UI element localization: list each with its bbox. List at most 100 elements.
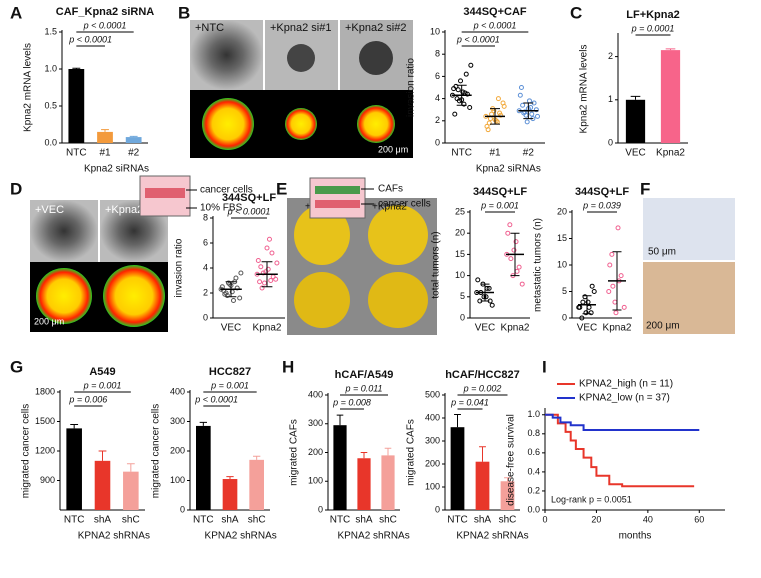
sd-bar [523, 102, 534, 120]
point [489, 302, 495, 308]
point [621, 304, 627, 310]
point [265, 266, 271, 272]
p-value: p = 0.039 [582, 200, 621, 210]
chart-title: HCC827 [209, 366, 251, 378]
y-tick-label: 2 [203, 287, 208, 297]
panel-g-schematic: cancer cells 10% FBS [139, 175, 253, 217]
point [526, 98, 532, 104]
x-axis-label: KPNA2 shRNAs [205, 531, 277, 542]
error-bar [226, 476, 234, 480]
point [223, 290, 229, 296]
error-bar [70, 423, 79, 429]
p-value: p < 0.0001 [68, 34, 112, 44]
y-tick-label: 0.4 [527, 466, 540, 476]
schematic-label: cancer cells [200, 185, 253, 196]
x-tick-label: #2 [128, 148, 140, 159]
point [489, 111, 495, 117]
error-bar [199, 421, 207, 426]
point [518, 85, 524, 90]
point [533, 107, 539, 113]
y-tick-label: 1500 [35, 416, 55, 426]
point [610, 283, 616, 289]
y-tick-label: 1.0 [44, 63, 57, 73]
y-tick-label: 300 [308, 418, 323, 428]
point [262, 280, 268, 286]
p-value: p < 0.0001 [473, 20, 517, 30]
y-axis-label: total tumors (n) [431, 231, 442, 298]
legend-label: KPNA2_high (n = 11) [579, 379, 673, 390]
y-tick-label: 0.8 [527, 428, 540, 438]
point [238, 270, 244, 276]
image-label: +NTC [195, 22, 224, 34]
point [535, 113, 540, 119]
y-tick-label: 0.6 [527, 447, 540, 457]
image-label: +VEC [35, 204, 64, 216]
image-label: +Kpna2 si#2 [345, 22, 406, 34]
bar [94, 460, 111, 510]
y-tick-label: 2 [435, 115, 440, 125]
point [513, 239, 519, 245]
y-tick-label: 15 [455, 249, 465, 259]
point [268, 278, 274, 283]
point [230, 298, 236, 303]
y-axis-label: migrated cancer cells [151, 404, 162, 498]
y-tick-label: 0 [203, 312, 208, 322]
sd-bar [510, 232, 520, 277]
point [266, 236, 272, 242]
y-axis-label: migrated cancer cells [21, 404, 32, 498]
panel-e-images: +VEC +Kpna2 [287, 198, 437, 335]
y-tick-label: 1200 [35, 445, 55, 455]
panel-h-schematic: CAFs cancer cells [309, 177, 431, 219]
bar [357, 458, 371, 510]
y-tick-label: 400 [308, 389, 323, 399]
point [609, 251, 615, 257]
chart-title: 344SQ+CAF [463, 6, 527, 18]
chart-title: 344SQ+LF [575, 186, 629, 198]
y-tick-label: 200 [170, 445, 185, 455]
error-bar [72, 67, 81, 69]
point [580, 299, 586, 305]
spheroid [357, 105, 395, 143]
x-tick-label: NTC [451, 148, 472, 159]
point [264, 245, 270, 251]
x-axis-label: Kpna2 siRNAs [84, 164, 149, 175]
x-tick-label: #2 [523, 148, 535, 159]
y-tick-label: 6 [203, 237, 208, 247]
p-value: p = 0.001 [480, 200, 519, 210]
x-tick-label: NTC [66, 148, 87, 159]
bar [249, 459, 264, 510]
x-axis-label: KPNA2 shRNAs [337, 531, 409, 542]
sd-bar [480, 283, 490, 302]
y-tick-label: 10 [557, 259, 567, 269]
point [455, 87, 461, 93]
image-label: +Kpna2 [105, 204, 143, 216]
y-tick-label: 200 [308, 447, 323, 457]
point [588, 310, 594, 316]
chart-title: 344SQ+LF [222, 192, 276, 204]
y-tick-label: 0 [460, 312, 465, 322]
point [273, 276, 279, 282]
y-axis-label: disease-free survival [506, 414, 517, 506]
x-tick-label: NTC [330, 515, 351, 526]
schematic-label: 10% FBS [200, 203, 243, 214]
x-tick-label: shA [474, 515, 492, 526]
scale-label: 200 μm [34, 316, 64, 326]
point [486, 120, 492, 126]
y-tick-label: 100 [170, 475, 185, 485]
y-tick-label: 4 [435, 93, 440, 103]
well [309, 177, 366, 219]
point [224, 293, 230, 298]
spheroid [36, 268, 92, 324]
point [507, 222, 513, 228]
panel-letter: C [570, 3, 582, 22]
y-tick-label: 5 [460, 291, 465, 301]
spheroid [359, 41, 393, 75]
y-tick-label: 0 [318, 504, 323, 514]
point [463, 71, 469, 77]
point [612, 299, 618, 305]
error-bar [336, 414, 344, 426]
insert [315, 200, 360, 208]
y-axis-label: invasion ratio [406, 58, 417, 117]
y-tick-label: 0 [562, 312, 567, 322]
